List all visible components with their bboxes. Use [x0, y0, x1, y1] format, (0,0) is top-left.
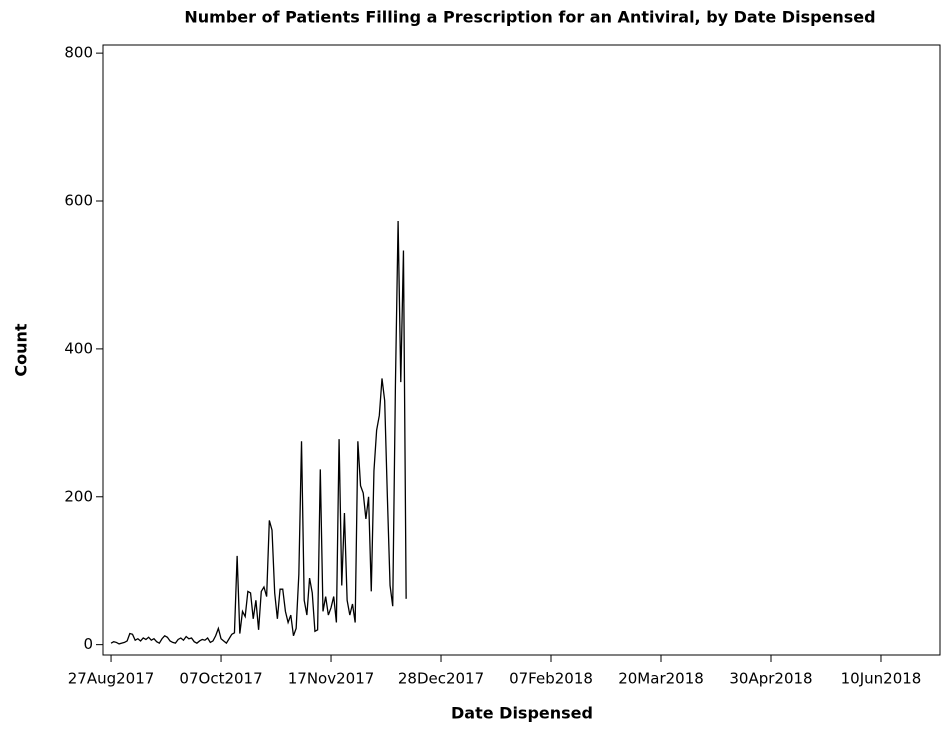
x-tick-label: 20Mar2018 [618, 670, 704, 688]
x-tick-label: 10Jun2018 [841, 670, 922, 688]
x-tick-label: 30Apr2018 [729, 670, 812, 688]
y-axis-label: Count [12, 323, 31, 377]
y-tick-label: 800 [64, 44, 93, 62]
y-tick-label: 400 [64, 339, 93, 357]
x-tick-label: 07Feb2018 [509, 670, 593, 688]
x-tick-label: 07Oct2017 [179, 670, 262, 688]
x-tick-label: 27Aug2017 [68, 670, 155, 688]
x-tick-label: 17Nov2017 [288, 670, 375, 688]
y-tick-label: 0 [83, 635, 93, 653]
data-line [110, 220, 407, 645]
y-tick-label: 200 [64, 487, 93, 505]
x-axis-label: Date Dispensed [451, 704, 593, 723]
chart-title: Number of Patients Filling a Prescriptio… [184, 8, 875, 27]
y-tick-label: 600 [64, 192, 93, 210]
plot-frame [102, 44, 941, 656]
x-tick-label: 28Dec2017 [398, 670, 484, 688]
